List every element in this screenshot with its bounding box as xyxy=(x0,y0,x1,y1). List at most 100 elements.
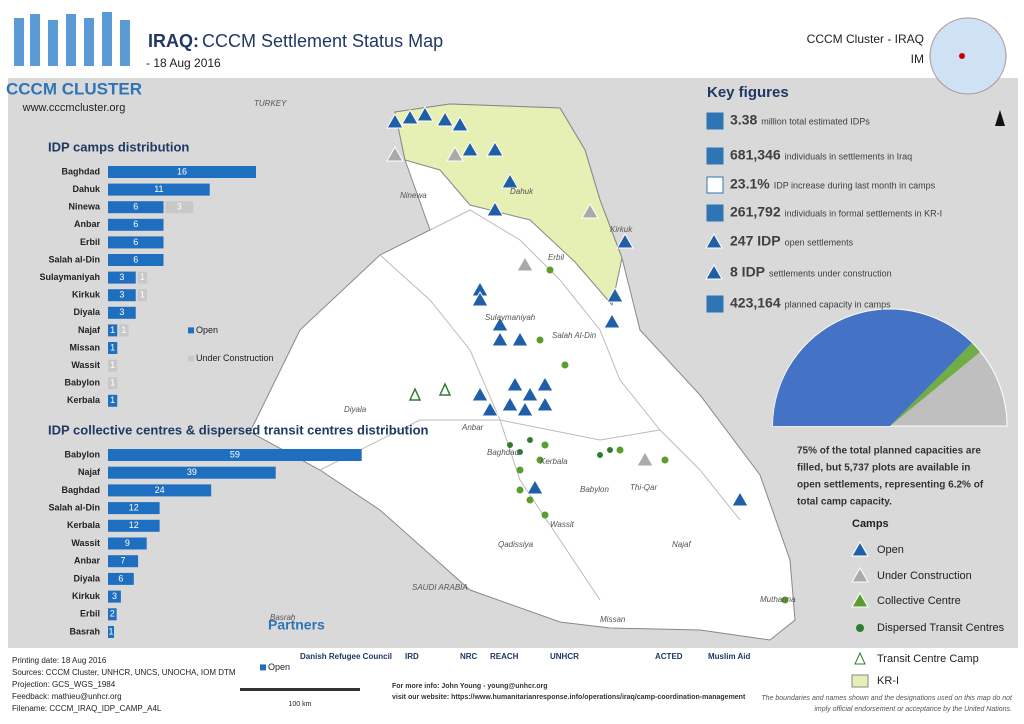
key-text: planned capacity in camps xyxy=(785,299,892,309)
legend-label: Collective Centre xyxy=(877,595,961,607)
value-label: 24 xyxy=(155,485,165,495)
open-camp-icon xyxy=(501,172,519,189)
key-value: 261,792 xyxy=(730,204,781,220)
map-label: Muthanna xyxy=(760,595,796,604)
map-label: Salah Al-Din xyxy=(552,331,597,340)
legend-icon xyxy=(856,624,864,632)
value-label: 3 xyxy=(177,202,182,212)
legend-label: Dispersed Transit Centres xyxy=(877,622,1005,634)
value-label: 11 xyxy=(154,184,163,194)
construction-camp-icon xyxy=(386,145,404,162)
construction-camp-icon xyxy=(516,255,534,272)
bar xyxy=(108,449,362,461)
key-note: total camp capacity. xyxy=(797,497,892,508)
map-label: TURKEY xyxy=(254,99,287,108)
open-camp-icon xyxy=(526,478,544,495)
key-text: open settlements xyxy=(785,237,854,247)
map-label: Babylon xyxy=(580,485,609,494)
partner-name: Danish Refugee Council xyxy=(300,652,392,661)
bar xyxy=(108,537,147,550)
map-label: Ninewa xyxy=(400,191,427,200)
value-label: 6 xyxy=(133,237,138,247)
open-camp-icon xyxy=(416,105,434,122)
bar xyxy=(119,324,129,337)
collective-centre-icon xyxy=(526,496,534,504)
bar xyxy=(108,166,256,178)
logo-name: CCCM CLUSTER xyxy=(6,79,142,98)
boundary xyxy=(429,209,741,521)
value-label: 2 xyxy=(110,609,115,619)
open-camp-icon xyxy=(471,385,489,402)
bar xyxy=(108,502,160,515)
bar xyxy=(165,201,194,214)
value-label: 7 xyxy=(121,556,126,566)
open-camp-icon xyxy=(731,490,749,507)
category-label: Babylon xyxy=(64,449,100,459)
category-label: Basrah xyxy=(69,626,100,636)
construction-camp-icon xyxy=(581,202,599,219)
open-camp-icon xyxy=(481,400,499,417)
legend-icon xyxy=(851,591,869,608)
partner-name: Muslim Aid xyxy=(708,652,750,661)
partner-name: IRD xyxy=(405,652,419,661)
globe xyxy=(929,17,1007,95)
legend-label: Transit Centre Camp xyxy=(877,653,979,665)
category-label: Erbil xyxy=(80,609,100,619)
value-label: 12 xyxy=(129,520,139,530)
legend-label: Under Construction xyxy=(196,353,274,363)
legend-swatch xyxy=(260,664,266,671)
footer-line: Filename: CCCM_IRAQ_IDP_CAMP_A4L xyxy=(12,704,162,713)
key-value: 681,346 xyxy=(730,147,781,163)
open-camp-icon xyxy=(486,200,504,217)
category-label: Diyala xyxy=(73,573,101,583)
map-label: Baghdad xyxy=(487,448,520,457)
legend-icon xyxy=(851,540,869,557)
legend-label: Open xyxy=(877,544,904,556)
open-camp-icon xyxy=(616,232,634,249)
category-label: Kirkuk xyxy=(72,290,101,300)
footer-line: Feedback: mathieu@unhcr.org xyxy=(12,692,122,701)
dispersed-centre-icon xyxy=(527,437,533,443)
category-label: Dahuk xyxy=(72,184,101,194)
transit-camp-icon xyxy=(438,382,452,396)
bar xyxy=(108,377,118,390)
collective-centre-icon xyxy=(781,596,789,604)
title: CCCM Settlement Status Map xyxy=(202,31,443,51)
map-label: Wassit xyxy=(550,520,575,529)
bar xyxy=(108,572,134,585)
value-label: 1 xyxy=(110,395,115,405)
open-camp-icon xyxy=(603,312,621,329)
map-label: Kirkuk xyxy=(610,225,633,234)
legend-label: Under Construction xyxy=(877,570,972,582)
bar xyxy=(108,342,118,354)
construction-camp-icon xyxy=(446,145,464,162)
bar xyxy=(108,218,164,231)
collective-centre-icon xyxy=(541,441,549,449)
value-label: 1 xyxy=(110,342,115,352)
open-camp-icon xyxy=(401,108,419,125)
collective-centre-icon xyxy=(546,266,554,274)
bar xyxy=(137,289,147,302)
key-value: 3.38 xyxy=(730,112,757,128)
scale-bar xyxy=(240,688,360,691)
key-value: 423,164 xyxy=(730,295,781,311)
bar xyxy=(108,484,212,497)
north-arrow xyxy=(995,110,1005,126)
category-label: Erbil xyxy=(80,237,100,247)
legend-icon xyxy=(854,651,866,665)
bar xyxy=(108,201,164,214)
collective-centre-icon xyxy=(661,456,669,464)
map-label: Erbil xyxy=(548,253,564,262)
org: CCCM Cluster - IRAQ xyxy=(807,32,924,46)
logo-figures xyxy=(14,12,130,66)
key-icon xyxy=(705,263,723,280)
key-note: 75% of the total planned capacities are xyxy=(797,446,981,457)
globe-marker xyxy=(959,53,965,59)
legend-label: Open xyxy=(268,662,290,672)
legend-icon xyxy=(851,566,869,583)
key-text: IDP increase during last month in camps xyxy=(774,180,936,190)
key-figures-title: Key figures xyxy=(707,84,789,101)
open-camp-icon xyxy=(511,330,529,347)
legend-swatch xyxy=(188,327,194,334)
